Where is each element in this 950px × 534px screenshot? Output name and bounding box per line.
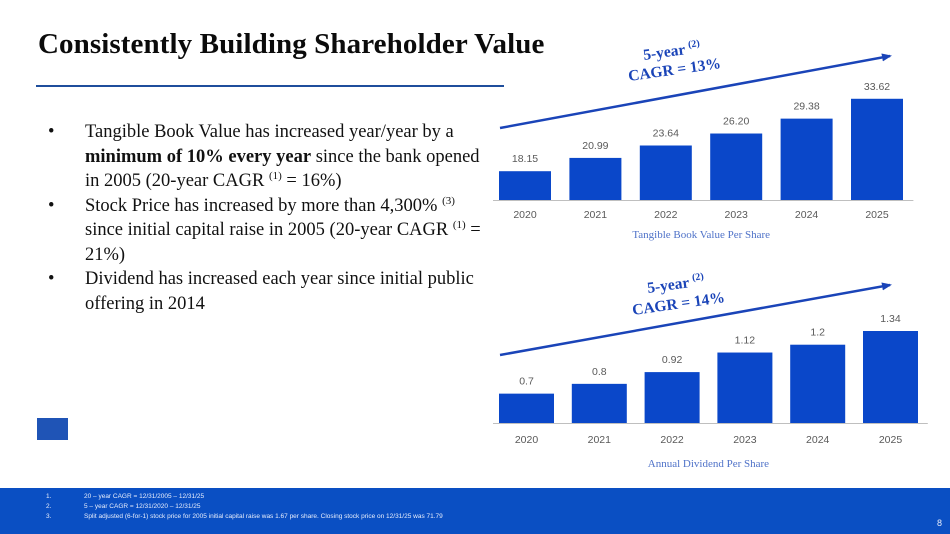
tick-label: 2020 <box>515 434 539 446</box>
data-label: 26.20 <box>723 116 749 128</box>
data-label: 0.8 <box>592 366 607 378</box>
footer-band: Servis1st Bank® 1. 20 – year CAGR = 12/31… <box>0 442 950 534</box>
tick-label: 2024 <box>795 209 819 221</box>
cagr-annotation-line2: CAGR = 14% <box>631 289 726 319</box>
data-label: 0.92 <box>662 354 683 366</box>
tick-label: 2023 <box>725 209 749 221</box>
tick-label: 2022 <box>654 209 678 221</box>
tick-label: 2021 <box>584 209 608 221</box>
chart-title: Annual Dividend Per Share <box>648 458 769 470</box>
page-title: Consistently Building Shareholder Value <box>38 28 545 60</box>
data-label: 20.99 <box>582 140 608 152</box>
tick-label: 2025 <box>879 434 903 446</box>
bar <box>499 171 551 200</box>
tick-label: 2024 <box>806 434 830 446</box>
tick-label: 2020 <box>513 209 537 221</box>
footnote-1: 1. 20 – year CAGR = 12/31/2005 – 12/31/25 <box>46 493 205 500</box>
bar <box>644 372 700 423</box>
footnote-3: 3. Split adjusted (6-for-1) stock price f… <box>46 513 443 520</box>
bullet-text: Dividend has increased each year since i… <box>85 269 474 314</box>
bullet-text: Stock Price has increased by more than 4… <box>85 194 481 265</box>
bullet-dot: • <box>48 195 55 216</box>
bar <box>639 145 692 200</box>
cagr-annotation-line1: 5-year (2) <box>646 271 705 297</box>
bar <box>863 331 918 423</box>
bar <box>851 98 903 200</box>
tick-label: 2022 <box>660 434 684 446</box>
data-label: 1.34 <box>880 313 901 325</box>
trend-arrow <box>499 282 892 357</box>
bullet-item: • Dividend has increased each year since … <box>48 267 488 316</box>
cagr-annotation-line1: 5-year (2) <box>642 38 701 64</box>
bar <box>710 133 763 200</box>
charts-canvas: 18.15 2020 20.99 2021 23.64 2022 26.20 2023 29.3… <box>493 38 928 470</box>
trend-arrow <box>499 53 892 130</box>
data-label: 0.7 <box>519 376 534 388</box>
title-rule <box>36 85 504 87</box>
bar <box>780 118 833 200</box>
data-label: 1.12 <box>735 335 756 347</box>
logo-text: Servis1st Bank® <box>38 442 133 458</box>
logo-mark <box>37 418 68 440</box>
bar <box>569 157 622 200</box>
bar <box>571 383 627 423</box>
data-label: 18.15 <box>512 153 538 165</box>
servis1st-logo <box>37 418 68 440</box>
data-label: 1.2 <box>810 327 825 339</box>
tick-label: 2021 <box>588 434 612 446</box>
tick-label: 2023 <box>733 434 757 446</box>
page-number: 8 <box>936 518 942 528</box>
bullet-item: • Stock Price has increased by more than … <box>48 194 488 268</box>
footnote-2: 2. 5 – year CAGR = 12/31/2020 – 12/31/25 <box>46 503 201 510</box>
bar <box>499 393 554 423</box>
bullet-dot: • <box>48 269 55 289</box>
bullet-text: Tangible Book Value has increased year/y… <box>85 122 480 191</box>
bullet-list: • Tangible Book Value has increased year/… <box>48 120 488 316</box>
chart-title: Tangible Book Value Per Share <box>632 229 770 241</box>
bar <box>790 344 846 423</box>
bullet-dot: • <box>48 122 55 142</box>
data-label: 33.62 <box>864 81 890 93</box>
bar <box>717 352 773 423</box>
data-label: 23.64 <box>653 128 679 140</box>
bullet-item: • Tangible Book Value has increased year/… <box>48 120 488 194</box>
data-label: 29.38 <box>793 101 819 113</box>
tick-label: 2025 <box>865 209 889 221</box>
